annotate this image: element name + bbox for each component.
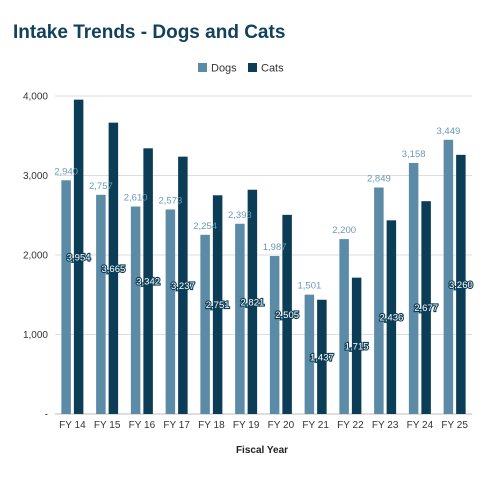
- data-label-dogs: 2,940: [54, 166, 78, 177]
- data-label-dogs: 2,200: [332, 225, 356, 236]
- bar-cats: [351, 277, 362, 414]
- legend: Dogs Cats: [198, 63, 284, 75]
- bar-cats: [456, 154, 466, 414]
- data-label-cats: 3,260: [449, 280, 473, 291]
- data-label-cats: 2,751: [206, 300, 230, 311]
- y-tick-label: 4,000: [23, 92, 48, 103]
- bar-cats: [247, 189, 258, 414]
- data-label-cats: 3,665: [101, 264, 125, 275]
- x-tick-label: FY 15: [94, 420, 121, 431]
- legend-swatch-cats: [248, 63, 257, 72]
- y-tick-label: 1,000: [23, 330, 48, 341]
- bar-cats: [178, 156, 188, 414]
- data-label-cats: 2,505: [275, 310, 299, 321]
- x-tick-label: FY 25: [441, 420, 468, 431]
- legend-label-cats: Cats: [261, 63, 284, 75]
- data-label-cats: 1,715: [345, 341, 369, 352]
- x-tick-label: FY 19: [233, 420, 260, 431]
- bar-dogs: [61, 180, 71, 414]
- bar-cats: [108, 122, 119, 414]
- bar-dogs: [339, 239, 349, 414]
- bar-cats: [386, 220, 397, 414]
- x-axis-title: Fiscal Year: [236, 445, 288, 456]
- data-label-dogs: 2,573: [158, 195, 182, 206]
- data-label-cats: 3,954: [67, 252, 91, 263]
- x-tick-label: FY 23: [372, 420, 399, 431]
- data-label-dogs: 2,849: [367, 174, 391, 185]
- data-label-dogs: 2,393: [228, 210, 252, 221]
- legend-label-dogs: Dogs: [211, 63, 237, 75]
- data-label-dogs: 1,987: [263, 242, 287, 253]
- bar-cats: [282, 214, 292, 414]
- bars: [61, 99, 466, 415]
- data-label-cats: 2,821: [240, 297, 264, 308]
- bar-cats: [317, 299, 327, 414]
- bar-dogs: [96, 194, 106, 414]
- data-labels: 2,940 3,954 2,757 3,665 2,610 3,342 2,573 3,237…: [54, 126, 474, 365]
- bar-dogs: [304, 294, 315, 414]
- bar-cats: [421, 201, 431, 414]
- chart-title: Intake Trends - Dogs and Cats: [13, 22, 286, 43]
- bar-cats: [212, 195, 223, 414]
- bar-dogs: [374, 187, 384, 414]
- data-label-dogs: 3,158: [402, 149, 426, 160]
- data-label-dogs: 3,449: [436, 126, 460, 137]
- bar-cats: [73, 99, 84, 415]
- data-label-dogs: 2,610: [124, 193, 148, 204]
- x-tick-label: FY 20: [268, 420, 295, 431]
- legend-swatch-dogs: [198, 63, 207, 72]
- bar-dogs: [443, 139, 454, 414]
- x-tick-label: FY 14: [59, 420, 86, 431]
- x-axis-ticks: FY 14 FY 15 FY 16 FY 17 FY 18 FY 19 FY 20 FY 21…: [59, 420, 468, 431]
- y-tick-label: 2,000: [23, 251, 48, 262]
- data-label-dogs: 2,254: [193, 221, 217, 232]
- bar-dogs: [165, 209, 176, 414]
- data-label-dogs: 1,501: [297, 281, 321, 292]
- bar-dogs: [200, 234, 210, 414]
- data-label-cats: 3,342: [136, 277, 160, 288]
- y-tick-label: 3,000: [23, 171, 48, 182]
- data-label-cats: 3,237: [171, 281, 195, 292]
- x-tick-label: FY 24: [407, 420, 434, 431]
- x-tick-label: FY 21: [302, 420, 329, 431]
- x-tick-label: FY 16: [129, 420, 156, 431]
- x-tick-label: FY 18: [198, 420, 225, 431]
- x-tick-label: FY 22: [337, 420, 364, 431]
- data-label-cats: 2,677: [414, 303, 438, 314]
- data-label-cats: 2,436: [379, 313, 403, 324]
- data-label-cats: 1,437: [310, 352, 334, 363]
- bar-dogs: [269, 256, 280, 414]
- y-axis-ticks: - 1,000 2,000 3,000 4,000: [23, 92, 48, 421]
- bar-dogs: [408, 162, 419, 414]
- bar-dogs: [130, 206, 141, 414]
- grid-lines: [55, 95, 472, 415]
- bar-dogs: [235, 223, 245, 414]
- y-tick-label: -: [45, 410, 48, 421]
- data-label-dogs: 2,757: [89, 181, 113, 192]
- bar-cats: [143, 148, 153, 414]
- x-tick-label: FY 17: [163, 420, 190, 431]
